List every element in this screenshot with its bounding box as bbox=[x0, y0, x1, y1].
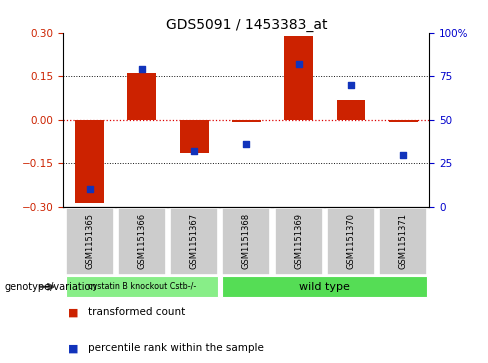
Text: GSM1151367: GSM1151367 bbox=[190, 213, 199, 269]
FancyBboxPatch shape bbox=[170, 208, 218, 275]
FancyBboxPatch shape bbox=[118, 208, 166, 275]
Text: transformed count: transformed count bbox=[88, 307, 185, 317]
FancyBboxPatch shape bbox=[65, 276, 218, 297]
Point bbox=[86, 187, 94, 192]
Bar bbox=[75, 120, 104, 203]
Text: wild type: wild type bbox=[300, 282, 350, 292]
FancyBboxPatch shape bbox=[327, 208, 375, 275]
FancyBboxPatch shape bbox=[223, 208, 270, 275]
Point bbox=[295, 61, 303, 67]
Text: GSM1151369: GSM1151369 bbox=[294, 213, 303, 269]
Point bbox=[347, 82, 355, 88]
Text: GSM1151371: GSM1151371 bbox=[399, 213, 408, 269]
Text: cystatin B knockout Cstb-/-: cystatin B knockout Cstb-/- bbox=[88, 282, 196, 291]
Bar bbox=[337, 100, 366, 120]
FancyBboxPatch shape bbox=[65, 208, 114, 275]
Point bbox=[190, 148, 198, 154]
Point bbox=[243, 141, 250, 147]
Text: GSM1151370: GSM1151370 bbox=[346, 213, 356, 269]
Text: GSM1151365: GSM1151365 bbox=[85, 213, 94, 269]
Bar bbox=[180, 120, 208, 153]
Text: ■: ■ bbox=[68, 307, 79, 317]
FancyBboxPatch shape bbox=[379, 208, 427, 275]
Point bbox=[138, 66, 146, 72]
Bar bbox=[389, 120, 418, 122]
FancyBboxPatch shape bbox=[223, 276, 427, 297]
Text: ■: ■ bbox=[68, 343, 79, 354]
Text: GSM1151366: GSM1151366 bbox=[137, 213, 146, 269]
Bar bbox=[127, 73, 156, 120]
Text: percentile rank within the sample: percentile rank within the sample bbox=[88, 343, 264, 354]
FancyBboxPatch shape bbox=[275, 208, 323, 275]
Text: genotype/variation: genotype/variation bbox=[5, 282, 98, 292]
Bar bbox=[232, 120, 261, 122]
Text: GSM1151368: GSM1151368 bbox=[242, 213, 251, 269]
Bar bbox=[285, 36, 313, 120]
Point bbox=[399, 152, 407, 158]
Title: GDS5091 / 1453383_at: GDS5091 / 1453383_at bbox=[166, 18, 327, 32]
